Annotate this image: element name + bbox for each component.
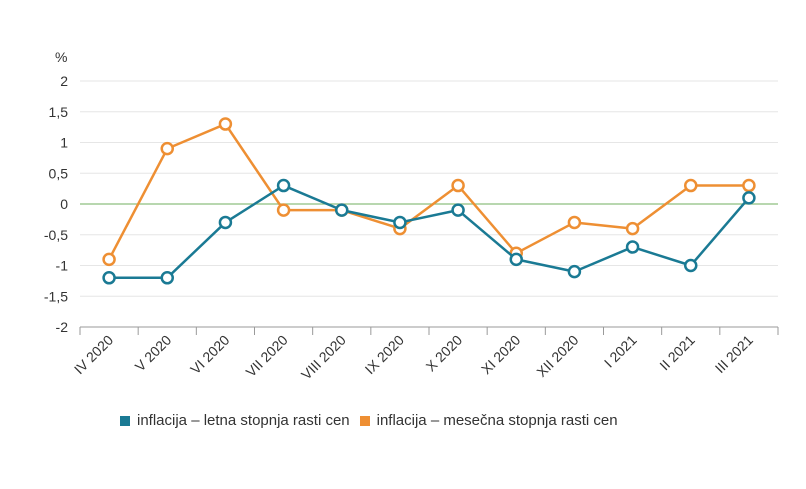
x-tick-labels: IV 2020 V 2020 VI 2020 VII 2020 VIII 2020 IX … bbox=[71, 332, 756, 383]
data-point bbox=[160, 271, 174, 285]
x-tick-label: IX 2020 bbox=[362, 332, 408, 378]
data-point bbox=[742, 178, 756, 193]
y-tick-labels: 2 1,5 1 0,5 0 -0,5 -1 -1,5 -2 bbox=[44, 73, 68, 335]
y-tick-label: 2 bbox=[60, 73, 68, 89]
y-tick-label: 0 bbox=[60, 196, 68, 212]
x-tick-label: X 2020 bbox=[423, 332, 466, 375]
data-point bbox=[102, 252, 116, 267]
x-tick-label: VIII 2020 bbox=[298, 332, 349, 383]
legend: inflacija – letna stopnja rasti cen infl… bbox=[120, 412, 628, 429]
data-point bbox=[567, 264, 582, 279]
series-group bbox=[102, 117, 756, 285]
x-tick-label: VI 2020 bbox=[187, 332, 233, 378]
y-tick-label: 0,5 bbox=[49, 165, 69, 181]
y-tick-label: 1 bbox=[60, 135, 68, 151]
legend-item-monthly: inflacija – mesečna stopnja rasti cen bbox=[359, 412, 618, 429]
data-point bbox=[625, 221, 640, 236]
data-point bbox=[393, 215, 407, 230]
grid-lines bbox=[80, 80, 778, 328]
legend-label-annual: inflacija – letna stopnja rasti cen bbox=[137, 412, 350, 429]
data-point bbox=[451, 178, 465, 193]
x-tick-label: IV 2020 bbox=[71, 332, 117, 378]
data-point bbox=[276, 203, 291, 217]
data-point bbox=[335, 203, 349, 217]
legend-item-annual: inflacija – letna stopnja rasti cen bbox=[120, 412, 350, 429]
y-axis-unit: % bbox=[55, 49, 67, 65]
y-tick-label: -0,5 bbox=[44, 227, 68, 243]
data-point bbox=[509, 252, 523, 267]
data-point bbox=[218, 117, 233, 131]
data-point bbox=[684, 258, 698, 273]
data-point bbox=[102, 271, 116, 285]
legend-swatch-annual bbox=[120, 415, 130, 426]
x-tick-label: XII 2020 bbox=[533, 332, 581, 380]
data-point bbox=[218, 215, 233, 230]
y-tick-label: 1,5 bbox=[49, 104, 69, 120]
legend-swatch-monthly bbox=[359, 415, 370, 426]
x-tick-label: V 2020 bbox=[132, 332, 175, 375]
data-point bbox=[684, 178, 698, 193]
series-line bbox=[107, 122, 749, 260]
x-tick-label: III 2021 bbox=[712, 332, 756, 376]
y-tick-label: -1 bbox=[56, 258, 69, 274]
data-point bbox=[160, 141, 174, 156]
axes bbox=[79, 326, 779, 335]
legend-label-monthly: inflacija – mesečna stopnja rasti cen bbox=[376, 412, 618, 429]
series-line bbox=[109, 184, 750, 280]
y-tick-label: -2 bbox=[56, 319, 69, 335]
x-tick-label: XI 2020 bbox=[478, 332, 524, 378]
x-tick-label: II 2021 bbox=[656, 332, 698, 374]
x-tick-label: VII 2020 bbox=[243, 332, 291, 380]
data-point bbox=[451, 203, 465, 217]
data-point bbox=[567, 215, 582, 230]
x-tick-label: I 2021 bbox=[601, 332, 640, 371]
data-point bbox=[742, 191, 756, 205]
data-point bbox=[276, 178, 291, 193]
y-tick-label: -1,5 bbox=[44, 288, 68, 304]
data-point bbox=[625, 240, 640, 254]
